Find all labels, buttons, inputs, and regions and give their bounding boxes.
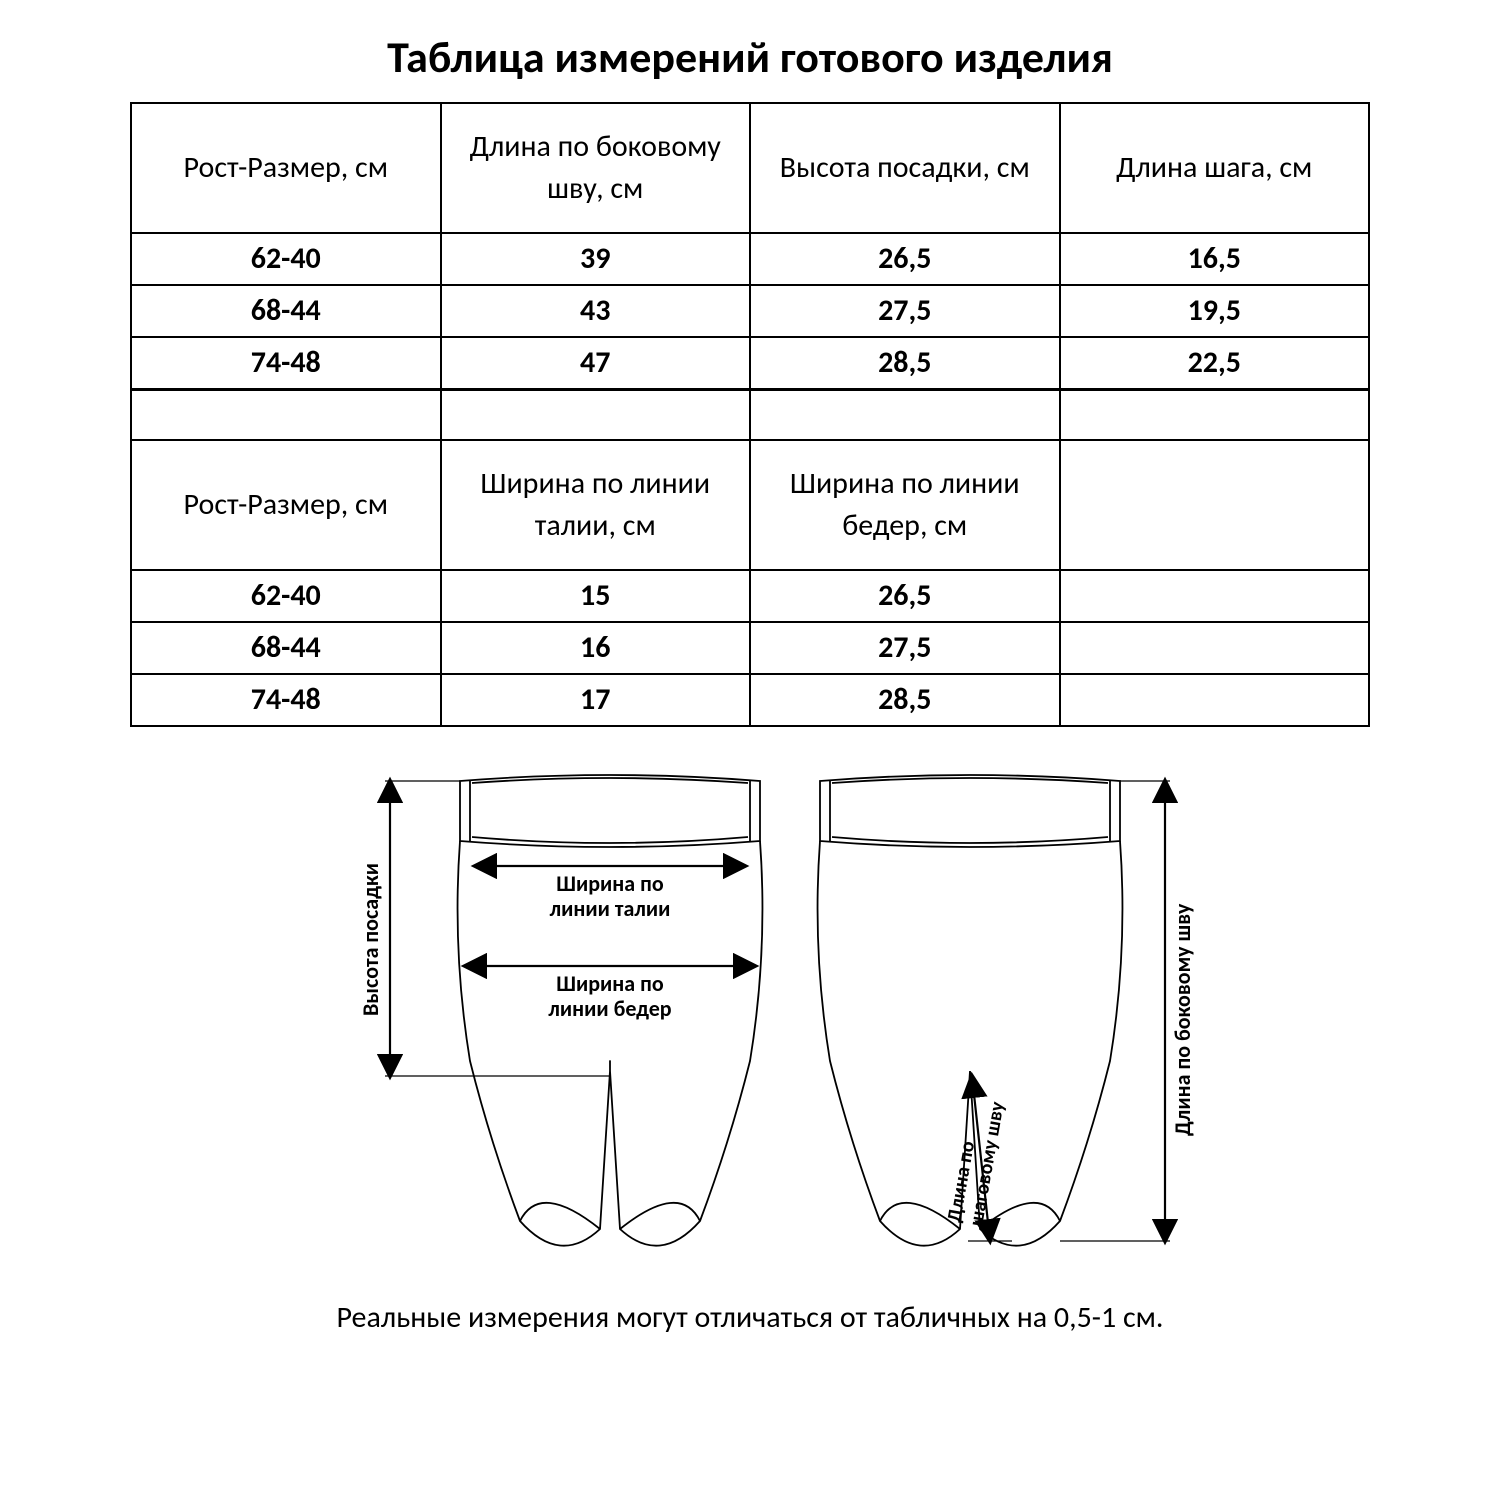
cell: 26,5 (750, 233, 1060, 285)
table-row: 62-40 15 26,5 (131, 570, 1369, 622)
cell: 16 (441, 622, 751, 674)
cell: 62-40 (131, 570, 441, 622)
cell: 28,5 (750, 674, 1060, 726)
cell: 62-40 (131, 233, 441, 285)
cell: 47 (441, 337, 751, 390)
table2-col-3 (1060, 440, 1370, 570)
table1-col-3: Длина шага, см (1060, 103, 1370, 233)
cell: 74-48 (131, 674, 441, 726)
table2-col-1: Ширина по линии талии, см (441, 440, 751, 570)
table-row: 68-44 16 27,5 (131, 622, 1369, 674)
cell: 27,5 (750, 622, 1060, 674)
cell: 19,5 (1060, 285, 1370, 337)
table-row: 68-44 43 27,5 19,5 (131, 285, 1369, 337)
label-waist-l2: линии талии (550, 895, 671, 922)
cell (1060, 570, 1370, 622)
label-hip-l2: линии бедер (548, 995, 671, 1022)
label-rise-height: Высота посадки (357, 862, 384, 1015)
table1-col-1: Длина по боковому шву, см (441, 103, 751, 233)
label-side-length: Длина по боковому шву (1169, 902, 1196, 1135)
table1-col-0: Рост-Размер, см (131, 103, 441, 233)
cell: 68-44 (131, 285, 441, 337)
label-waist-l1: Ширина по (556, 870, 664, 897)
table-row: 74-48 47 28,5 22,5 (131, 337, 1369, 390)
cell: 17 (441, 674, 751, 726)
cell: 28,5 (750, 337, 1060, 390)
table-row: 62-40 39 26,5 16,5 (131, 233, 1369, 285)
cell: 15 (441, 570, 751, 622)
cell: 16,5 (1060, 233, 1370, 285)
cell (1060, 674, 1370, 726)
cell: 22,5 (1060, 337, 1370, 390)
table2-col-2: Ширина по линии бедер, см (750, 440, 1060, 570)
page: Таблица измерений готового изделия Рост-… (0, 0, 1500, 1356)
spacer-cell (441, 390, 751, 440)
cell: 43 (441, 285, 751, 337)
table1-col-2: Высота посадки, см (750, 103, 1060, 233)
spacer-cell (131, 390, 441, 440)
measurement-table: Рост-Размер, см Длина по боковому шву, с… (130, 102, 1370, 727)
table1-header-row: Рост-Размер, см Длина по боковому шву, с… (131, 103, 1369, 233)
cell: 26,5 (750, 570, 1060, 622)
cell (1060, 622, 1370, 674)
cell: 39 (441, 233, 751, 285)
spacer-cell (1060, 390, 1370, 440)
footnote: Реальные измерения могут отличаться от т… (130, 1299, 1370, 1336)
pants-diagram: Высота посадки Ширина по линии талии Шир… (260, 751, 1240, 1271)
spacer-cell (750, 390, 1060, 440)
table2-header-row: Рост-Размер, см Ширина по линии талии, с… (131, 440, 1369, 570)
spacer-row (131, 390, 1369, 440)
page-title: Таблица измерений готового изделия (130, 30, 1370, 84)
table2-col-0: Рост-Размер, см (131, 440, 441, 570)
diagram-container: Высота посадки Ширина по линии талии Шир… (130, 751, 1370, 1271)
cell: 68-44 (131, 622, 441, 674)
cell: 27,5 (750, 285, 1060, 337)
label-hip-l1: Ширина по (556, 970, 664, 997)
cell: 74-48 (131, 337, 441, 390)
table-row: 74-48 17 28,5 (131, 674, 1369, 726)
